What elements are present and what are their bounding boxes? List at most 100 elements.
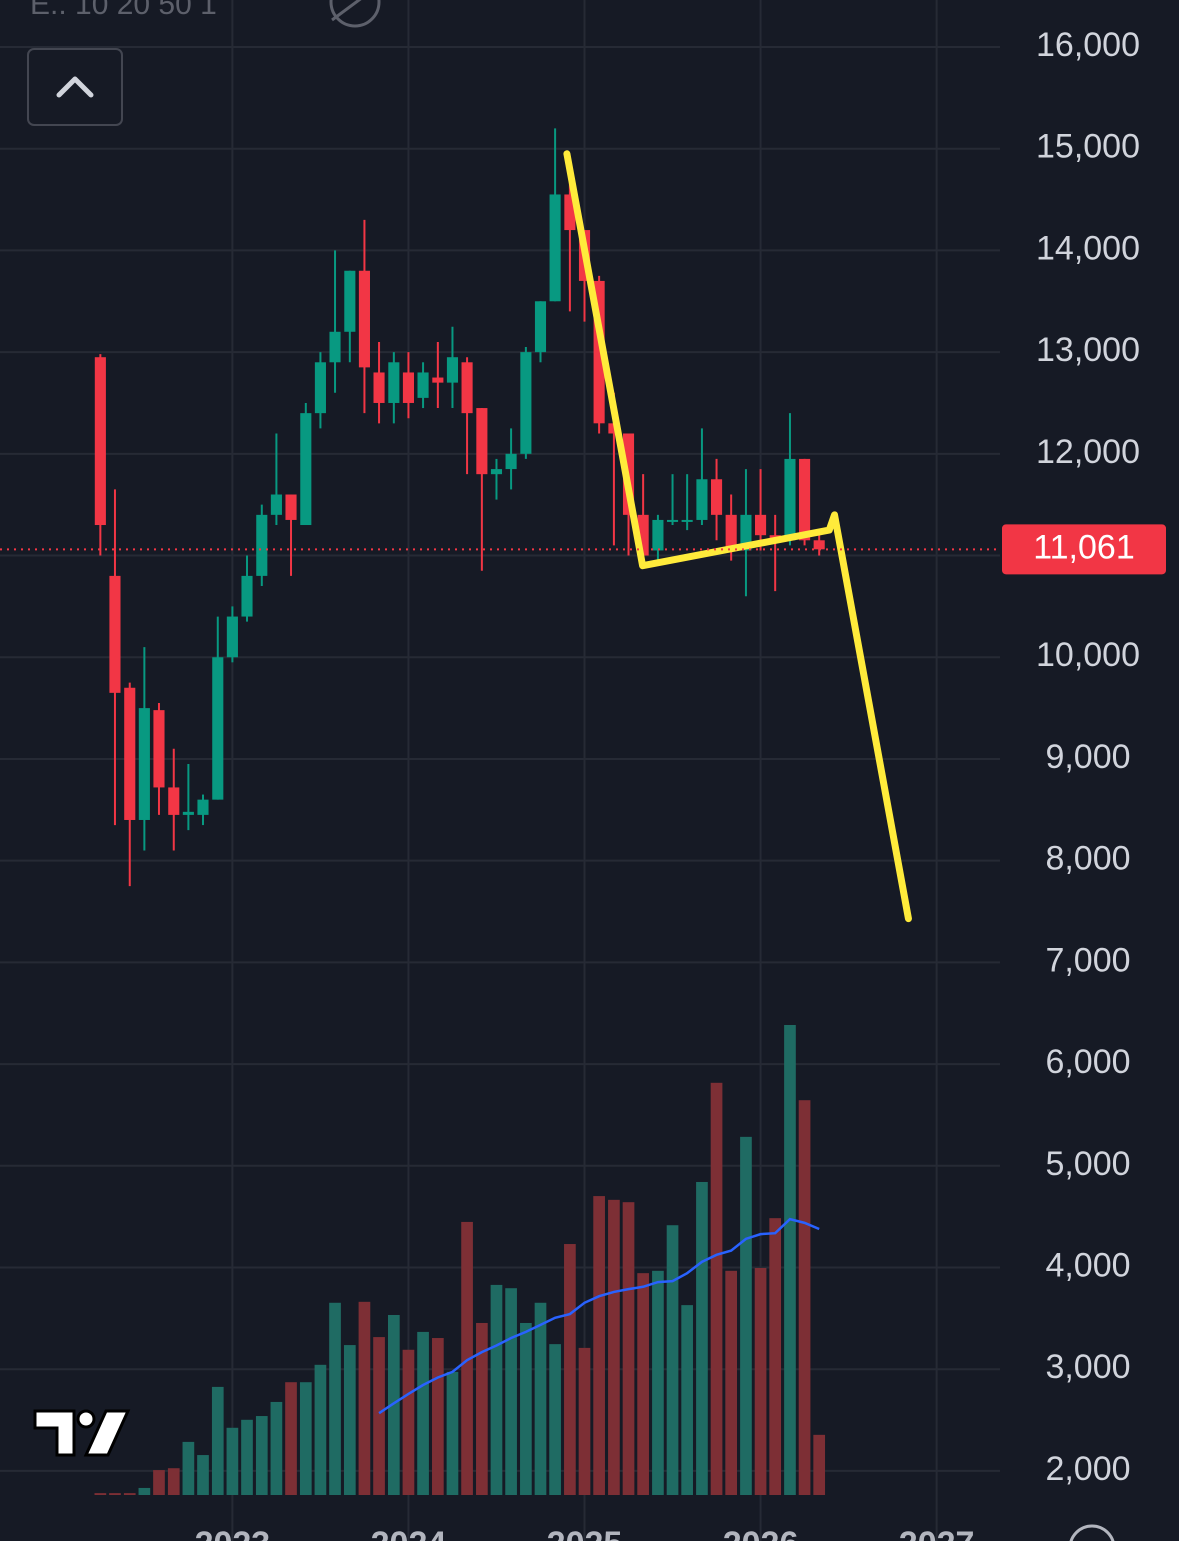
visibility-icon[interactable] bbox=[329, 0, 381, 28]
candle-body bbox=[755, 514, 767, 536]
volume-bar bbox=[373, 1337, 385, 1495]
volume-bar bbox=[432, 1338, 444, 1495]
volume-bar bbox=[754, 1267, 767, 1495]
candle-body bbox=[402, 372, 415, 403]
volume-bar bbox=[696, 1181, 708, 1495]
y-tick-label: 5,000 bbox=[1045, 1145, 1130, 1183]
volume-bar bbox=[520, 1322, 532, 1495]
volume-bar bbox=[549, 1344, 561, 1495]
candle-body bbox=[314, 362, 326, 414]
volume-bar bbox=[608, 1199, 620, 1495]
volume-bar bbox=[314, 1364, 327, 1495]
volume-bar bbox=[505, 1288, 517, 1495]
volume-bar bbox=[769, 1218, 782, 1495]
candle-body bbox=[505, 453, 517, 470]
y-tick-label: 16,000 bbox=[1036, 26, 1140, 64]
y-tick-label: 9,000 bbox=[1045, 738, 1130, 776]
volume-bar bbox=[270, 1401, 283, 1495]
volume-bar bbox=[153, 1470, 165, 1495]
volume-bar bbox=[564, 1244, 576, 1495]
candle-body bbox=[270, 494, 282, 515]
candle-body bbox=[241, 575, 253, 617]
y-tick-label: 7,000 bbox=[1045, 941, 1130, 979]
volume-bar bbox=[387, 1314, 400, 1495]
candle-body bbox=[256, 514, 268, 576]
x-tick-label: 2024 bbox=[371, 1525, 447, 1541]
candle-body bbox=[373, 372, 385, 403]
candle-body bbox=[813, 540, 825, 550]
candle-body bbox=[168, 787, 180, 815]
candle-body bbox=[285, 494, 297, 520]
candle-body bbox=[109, 575, 121, 693]
icon-ring bbox=[1069, 1524, 1115, 1541]
volume-bar bbox=[637, 1273, 649, 1495]
volume-bar bbox=[622, 1202, 635, 1495]
volume-bar bbox=[182, 1441, 195, 1495]
x-tick-label: 2026 bbox=[723, 1525, 799, 1541]
volume-bar bbox=[490, 1284, 503, 1495]
volume-bar bbox=[109, 1493, 121, 1495]
y-tick-label: 2,000 bbox=[1045, 1450, 1130, 1488]
volume-bar bbox=[798, 1100, 811, 1495]
volume-bar bbox=[725, 1270, 738, 1495]
x-tick-label: 2025 bbox=[547, 1525, 623, 1541]
volume-bar bbox=[241, 1419, 253, 1495]
candle-body bbox=[182, 811, 194, 815]
candle-body bbox=[417, 372, 429, 398]
candle-body bbox=[725, 514, 737, 551]
candle-body bbox=[329, 331, 341, 363]
trend-drawing bbox=[563, 150, 912, 923]
volume-bar bbox=[299, 1382, 312, 1495]
candle-body bbox=[138, 708, 150, 820]
candle-body bbox=[358, 270, 370, 368]
candle-body bbox=[461, 362, 473, 414]
candle-body bbox=[432, 377, 444, 383]
candle-body bbox=[446, 357, 459, 383]
candle-body bbox=[476, 408, 488, 475]
y-tick-label: 10,000 bbox=[1036, 636, 1140, 674]
last-price-label: 11,061 bbox=[1033, 528, 1134, 566]
y-tick-label: 13,000 bbox=[1036, 331, 1140, 369]
logo-t bbox=[33, 1409, 76, 1457]
volume-ma-line bbox=[378, 1217, 820, 1415]
x-tick-label: 2027 bbox=[899, 1525, 975, 1541]
volume-bar bbox=[167, 1468, 180, 1495]
candle-body bbox=[153, 710, 165, 788]
tv-logo bbox=[33, 1409, 131, 1457]
candle-body bbox=[593, 280, 605, 424]
candle-body bbox=[549, 194, 561, 302]
candle-body bbox=[652, 519, 664, 551]
candle-body bbox=[300, 413, 312, 526]
candle-body bbox=[784, 458, 796, 541]
volume-bar bbox=[138, 1487, 151, 1495]
eye-icon bbox=[329, 0, 381, 28]
logo-slash bbox=[83, 1409, 131, 1457]
candle-body bbox=[197, 799, 209, 815]
candle-body bbox=[344, 270, 356, 332]
y-tick-label: 14,000 bbox=[1036, 229, 1140, 267]
candle-body bbox=[666, 519, 679, 522]
volume-bar bbox=[461, 1221, 473, 1495]
eye-slash bbox=[331, 0, 362, 22]
volume-bar bbox=[476, 1322, 488, 1495]
volume-bar bbox=[255, 1416, 268, 1495]
settings-icon[interactable] bbox=[1069, 1524, 1115, 1541]
volume-bar bbox=[358, 1301, 371, 1495]
candle-body bbox=[637, 514, 649, 556]
candle-body bbox=[226, 616, 238, 658]
volume-bar bbox=[123, 1493, 136, 1495]
y-tick-label: 15,000 bbox=[1036, 128, 1140, 166]
collapse-button[interactable] bbox=[27, 48, 123, 126]
indicator-legend: E.. 10 20 50 1 bbox=[30, 0, 217, 21]
volume-bar bbox=[578, 1347, 591, 1495]
volume-bar bbox=[329, 1302, 341, 1495]
candle-body bbox=[94, 357, 106, 526]
chevron-up bbox=[56, 76, 94, 98]
candle-body bbox=[388, 362, 400, 403]
y-tick-label: 8,000 bbox=[1045, 840, 1130, 878]
x-tick-label: 2023 bbox=[195, 1525, 271, 1541]
volume-bar bbox=[813, 1434, 826, 1495]
candle-body bbox=[799, 458, 811, 541]
candle-body bbox=[534, 301, 547, 353]
